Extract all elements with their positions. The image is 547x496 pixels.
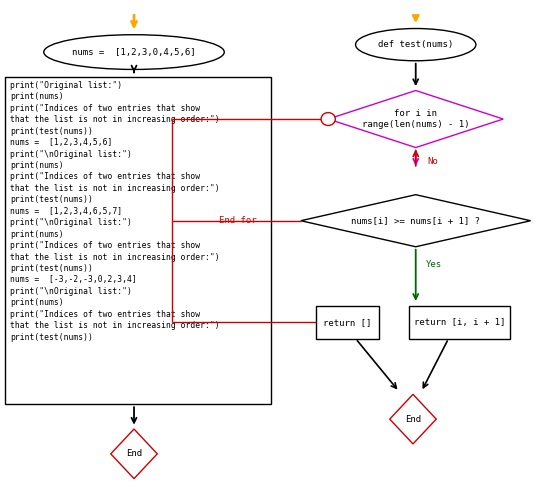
Text: return []: return [] (323, 318, 371, 327)
Ellipse shape (356, 28, 476, 61)
Text: No: No (428, 157, 439, 166)
Text: nums =  [1,2,3,0,4,5,6]: nums = [1,2,3,0,4,5,6] (72, 48, 196, 57)
Text: End for: End for (219, 216, 257, 225)
Text: Yes: Yes (426, 259, 441, 269)
Text: End: End (126, 449, 142, 458)
Circle shape (321, 113, 335, 125)
Polygon shape (110, 429, 158, 479)
Text: End: End (405, 415, 421, 424)
Polygon shape (301, 195, 531, 247)
Text: for i in
range(len(nums) - 1): for i in range(len(nums) - 1) (362, 109, 469, 129)
Bar (5, 77, 271, 404)
Bar (316, 306, 379, 339)
Polygon shape (389, 394, 437, 444)
Bar (409, 306, 510, 339)
Polygon shape (328, 90, 503, 148)
Text: nums[i] >= nums[i + 1] ?: nums[i] >= nums[i + 1] ? (351, 216, 480, 225)
Text: print("Original list:")
print(nums)
print("Indices of two entries that show
that: print("Original list:") print(nums) prin… (10, 81, 219, 342)
Text: return [i, i + 1]: return [i, i + 1] (414, 318, 505, 327)
Text: def test(nums): def test(nums) (378, 40, 453, 49)
Ellipse shape (44, 35, 224, 69)
